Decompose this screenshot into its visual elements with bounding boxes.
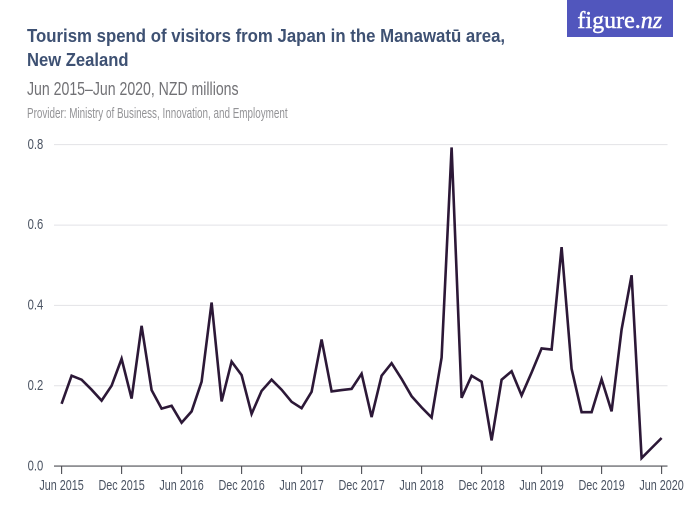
svg-text:0.6: 0.6 bbox=[28, 216, 44, 233]
svg-text:Dec 2016: Dec 2016 bbox=[218, 476, 264, 493]
svg-text:0.8: 0.8 bbox=[28, 135, 44, 152]
svg-text:0.2: 0.2 bbox=[28, 376, 44, 393]
svg-text:Dec 2015: Dec 2015 bbox=[98, 476, 144, 493]
svg-text:0.4: 0.4 bbox=[28, 296, 44, 313]
svg-text:Jun 2016: Jun 2016 bbox=[159, 476, 203, 493]
svg-text:Jun 2020: Jun 2020 bbox=[639, 476, 683, 493]
svg-text:Dec 2018: Dec 2018 bbox=[458, 476, 504, 493]
svg-text:Dec 2017: Dec 2017 bbox=[338, 476, 384, 493]
svg-text:0.0: 0.0 bbox=[28, 457, 44, 474]
svg-text:Jun 2017: Jun 2017 bbox=[279, 476, 323, 493]
svg-text:Jun 2018: Jun 2018 bbox=[399, 476, 443, 493]
svg-text:Jun 2015: Jun 2015 bbox=[39, 476, 83, 493]
svg-text:Jun 2019: Jun 2019 bbox=[519, 476, 563, 493]
svg-text:Dec 2019: Dec 2019 bbox=[578, 476, 624, 493]
